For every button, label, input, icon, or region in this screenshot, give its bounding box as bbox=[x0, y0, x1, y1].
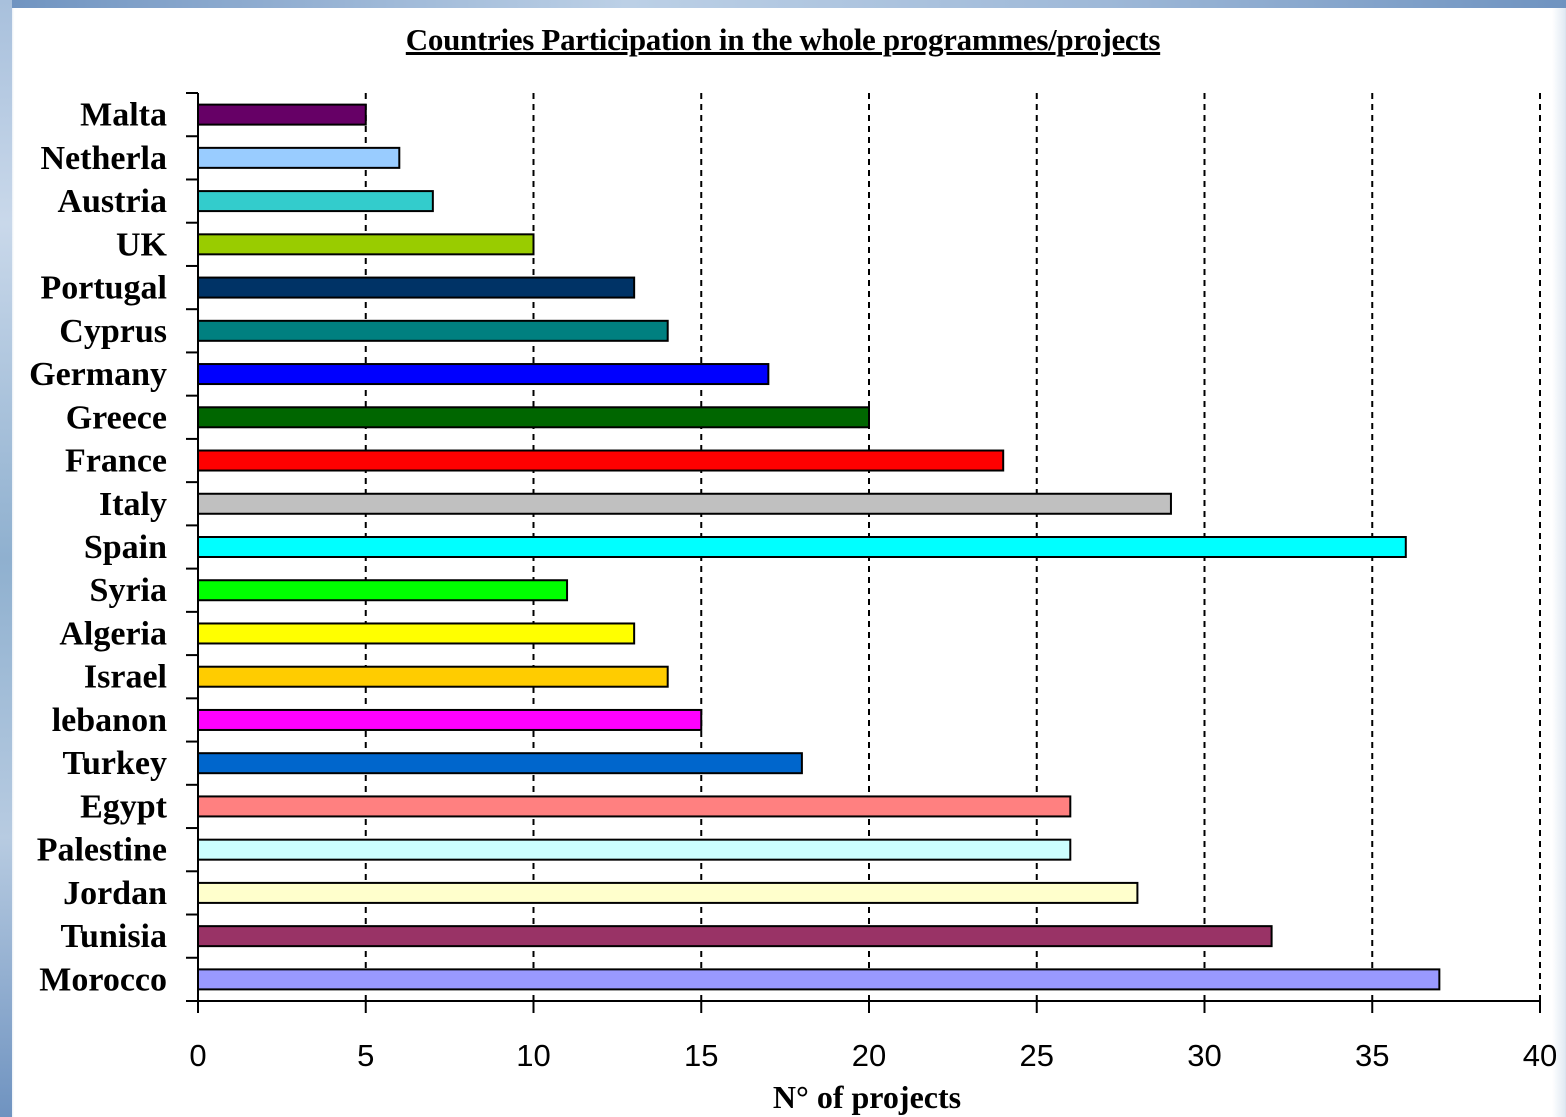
x-tick-label: 25 bbox=[1020, 1038, 1054, 1073]
x-tick-label: 20 bbox=[852, 1038, 886, 1073]
x-tick-label: 40 bbox=[1523, 1038, 1557, 1073]
x-tick-label: 15 bbox=[684, 1038, 718, 1073]
category-label: Greece bbox=[66, 399, 167, 436]
bar-france bbox=[197, 449, 1005, 472]
category-label: Austria bbox=[57, 183, 167, 220]
bar-jordan bbox=[197, 881, 1139, 904]
category-label: Spain bbox=[84, 529, 167, 566]
bar-syria bbox=[197, 579, 569, 602]
x-tick-label: 10 bbox=[516, 1038, 550, 1073]
category-label: Cyprus bbox=[59, 313, 167, 350]
bar-israel bbox=[197, 665, 669, 688]
x-axis-label: N° of projects bbox=[772, 1079, 962, 1115]
bar-germany bbox=[197, 363, 770, 386]
category-label: Jordan bbox=[63, 875, 167, 912]
category-label: Morocco bbox=[39, 961, 167, 998]
bar-netherla bbox=[197, 146, 401, 169]
category-label: lebanon bbox=[52, 702, 167, 739]
category-label: Algeria bbox=[59, 615, 167, 652]
bar-italy bbox=[197, 492, 1172, 515]
bar-lebanon bbox=[197, 708, 703, 731]
bar-malta bbox=[197, 103, 367, 126]
bar-austria bbox=[197, 190, 434, 213]
bar-turkey bbox=[197, 752, 803, 775]
bar-cyprus bbox=[197, 319, 669, 342]
category-label: Malta bbox=[80, 97, 167, 134]
bar-greece bbox=[197, 406, 870, 429]
category-label: Netherla bbox=[40, 140, 167, 177]
bar-spain bbox=[197, 536, 1407, 558]
bar-tunisia bbox=[197, 925, 1273, 948]
x-tick-label: 35 bbox=[1355, 1038, 1389, 1073]
category-label: Israel bbox=[84, 659, 167, 696]
bar-palestine bbox=[197, 838, 1072, 861]
category-label: Germany bbox=[29, 356, 167, 393]
category-label: Portugal bbox=[40, 270, 167, 307]
category-label: Egypt bbox=[80, 788, 168, 825]
x-tick-label: 5 bbox=[357, 1038, 374, 1073]
bar-portugal bbox=[197, 276, 636, 299]
x-tick-label: 30 bbox=[1187, 1038, 1221, 1073]
window-frame-left bbox=[0, 0, 12, 1117]
bar-egypt bbox=[197, 795, 1072, 818]
category-label: Palestine bbox=[37, 832, 167, 869]
chart-title: Countries Participation in the whole pro… bbox=[405, 22, 1161, 57]
category-label: Italy bbox=[99, 486, 167, 523]
bar-uk bbox=[197, 233, 535, 256]
x-tick-label: 0 bbox=[189, 1038, 206, 1073]
category-label: Turkey bbox=[62, 745, 167, 782]
category-label: France bbox=[65, 443, 167, 480]
window-frame-top bbox=[0, 0, 1566, 8]
category-label: Tunisia bbox=[61, 918, 168, 955]
bar-algeria bbox=[197, 622, 636, 645]
category-label: UK bbox=[116, 226, 168, 263]
category-label: Syria bbox=[90, 572, 167, 609]
bar-morocco bbox=[197, 968, 1441, 991]
